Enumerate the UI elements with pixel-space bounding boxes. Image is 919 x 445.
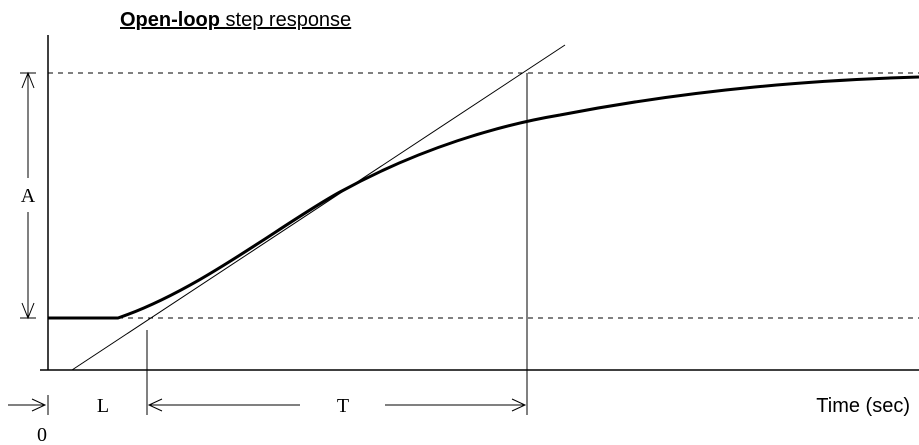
tangent-line <box>71 44 566 371</box>
origin-label: 0 <box>37 424 47 445</box>
arrowhead <box>511 398 527 412</box>
arrowhead <box>147 398 163 412</box>
delay-label: L <box>97 395 109 417</box>
x-axis-label: Time (sec) <box>816 395 910 417</box>
response-curve <box>48 75 919 320</box>
amplitude-label: A <box>21 185 36 207</box>
time-constant-label: T <box>337 395 349 417</box>
title-rest: step response <box>226 9 352 31</box>
arrowhead <box>31 398 47 412</box>
title: Open-loop step response <box>120 9 351 31</box>
title-bold: Open-loop <box>120 9 220 31</box>
